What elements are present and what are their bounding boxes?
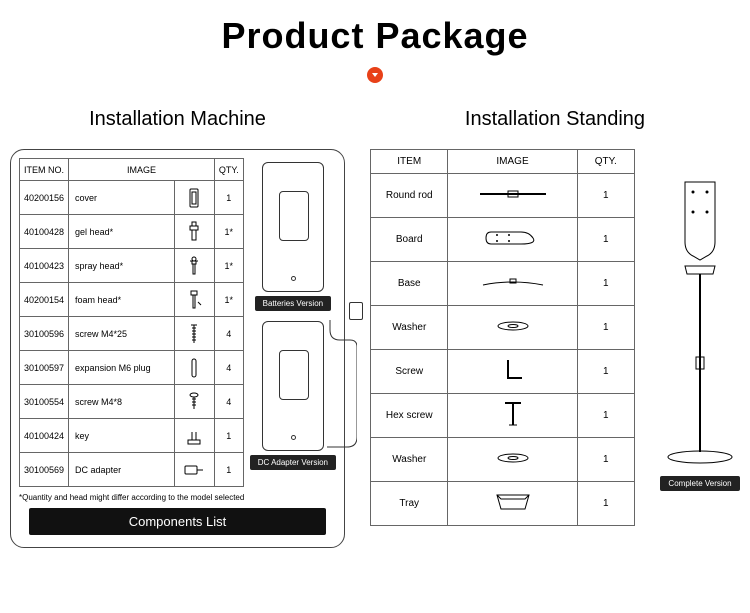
board-icon xyxy=(448,218,577,262)
th-item: ITEM xyxy=(371,150,448,174)
dc-version-label: DC Adapter Version xyxy=(250,455,336,470)
table-row: Round rod 1 xyxy=(371,174,635,218)
table-row: Washer 1 xyxy=(371,438,635,482)
foam-head-icon xyxy=(174,283,214,317)
screw-short-icon xyxy=(174,385,214,419)
standing-table: ITEM IMAGE QTY. Round rod 1 Board 1 xyxy=(370,149,635,526)
left-heading: Installation Machine xyxy=(10,108,345,131)
machine-table: ITEM NO. IMAGE QTY. 40200156 cover 1 xyxy=(19,158,244,487)
cover-icon xyxy=(174,181,214,215)
complete-version-label: Complete Version xyxy=(660,476,739,491)
table-row: 40200154 foam head* 1* xyxy=(20,283,244,317)
table-row: 40200156 cover 1 xyxy=(20,181,244,215)
round-rod-icon xyxy=(448,174,577,218)
tray-icon xyxy=(448,482,577,526)
base-icon xyxy=(448,262,577,306)
th-image: IMAGE xyxy=(448,150,577,174)
components-list-label: Components List xyxy=(29,508,326,535)
footnote: *Quantity and head might differ accordin… xyxy=(19,493,336,502)
spray-head-icon xyxy=(174,249,214,283)
washer-icon xyxy=(448,306,577,350)
batteries-version-label: Batteries Version xyxy=(255,296,331,311)
dc-version-diagram: DC Adapter Version xyxy=(250,321,336,470)
table-row: 40100428 gel head* 1* xyxy=(20,215,244,249)
table-row: Board 1 xyxy=(371,218,635,262)
key-icon xyxy=(174,419,214,453)
table-row: Hex screw 1 xyxy=(371,394,635,438)
hex-screw-icon xyxy=(448,394,577,438)
th-item: ITEM NO. xyxy=(20,159,69,181)
down-arrow-icon xyxy=(367,67,383,83)
cell-qty: 1 xyxy=(214,181,243,215)
left-card: ITEM NO. IMAGE QTY. 40200156 cover 1 xyxy=(10,149,345,548)
gel-head-icon xyxy=(174,215,214,249)
batteries-version-diagram: Batteries Version xyxy=(250,162,336,311)
screw-l-icon xyxy=(448,350,577,394)
table-row: Screw 1 xyxy=(371,350,635,394)
table-row: Base 1 xyxy=(371,262,635,306)
th-qty: QTY. xyxy=(577,150,634,174)
expansion-plug-icon xyxy=(174,351,214,385)
table-row: 30100554 screw M4*8 4 xyxy=(20,385,244,419)
table-row: 30100569 DC adapter 1 xyxy=(20,453,244,487)
table-row: 30100596 screw M4*25 4 xyxy=(20,317,244,351)
table-row: Washer 1 xyxy=(371,306,635,350)
page-title: Product Package xyxy=(10,15,740,57)
washer-icon xyxy=(448,438,577,482)
dc-adapter-icon xyxy=(174,453,214,487)
right-heading: Installation Standing xyxy=(370,108,740,131)
cell-id: 40200156 xyxy=(20,181,69,215)
th-image: IMAGE xyxy=(69,159,215,181)
cell-name: cover xyxy=(69,181,175,215)
screw-long-icon xyxy=(174,317,214,351)
table-row: Tray 1 xyxy=(371,482,635,526)
complete-stand-diagram: Complete Version xyxy=(660,149,740,526)
th-qty: QTY. xyxy=(214,159,243,181)
table-row: 40100423 spray head* 1* xyxy=(20,249,244,283)
table-row: 40100424 key 1 xyxy=(20,419,244,453)
table-row: 30100597 expansion M6 plug 4 xyxy=(20,351,244,385)
